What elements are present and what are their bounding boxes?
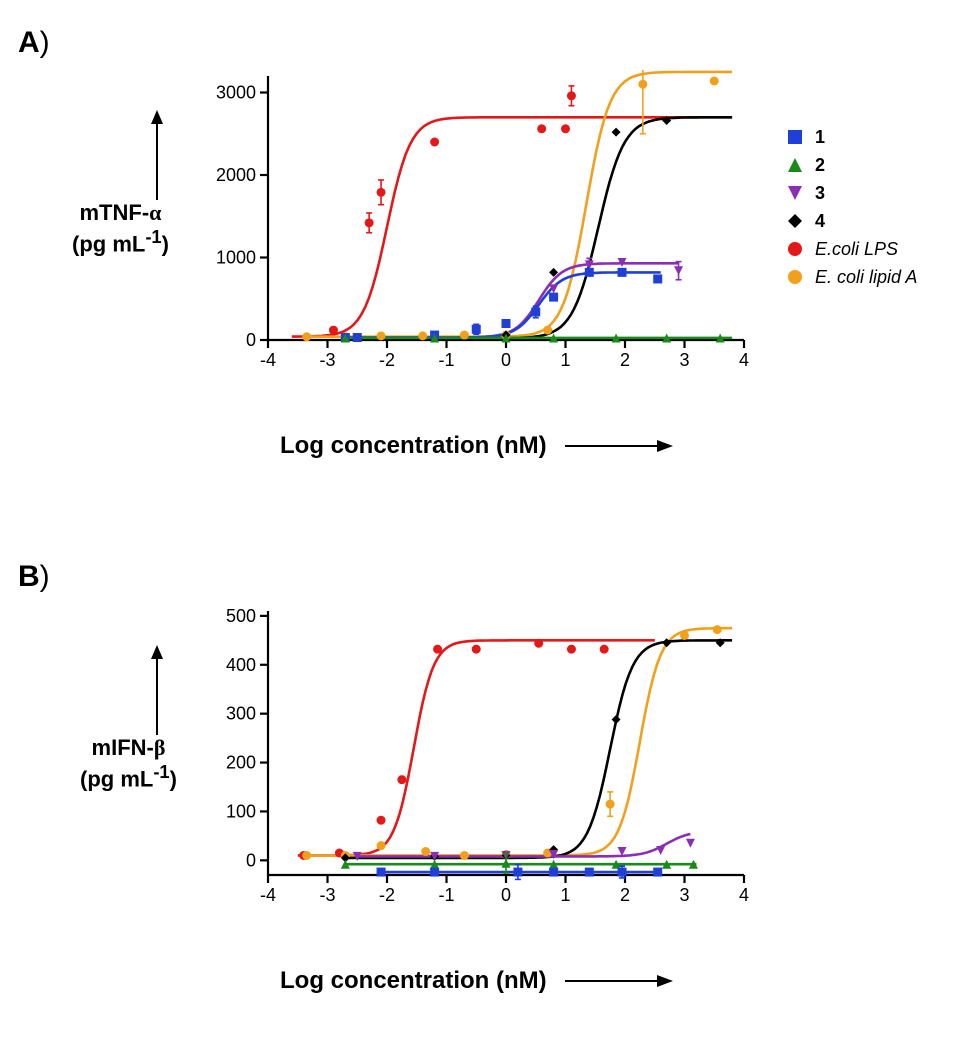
svg-text:-1: -1 <box>438 885 454 905</box>
legend-row-1: 2 <box>785 154 917 176</box>
svg-text:1000: 1000 <box>216 248 256 268</box>
svg-text:0: 0 <box>501 350 511 370</box>
svg-text:-2: -2 <box>379 350 395 370</box>
figure-page: { "figure_width": 976, "figure_height": … <box>0 0 976 1050</box>
legend-marker-1 <box>785 156 805 174</box>
xlabel-B: Log concentration (nM) <box>280 967 673 995</box>
ylabel-arrow-A <box>148 110 166 205</box>
legend-marker-4 <box>785 240 805 258</box>
ylabel-A: mTNF-α(pg mL-1) <box>72 200 169 258</box>
svg-text:2000: 2000 <box>216 165 256 185</box>
legend-row-2: 3 <box>785 182 917 204</box>
svg-text:400: 400 <box>226 655 256 675</box>
legend-label-5: E. coli lipid A <box>815 267 917 288</box>
legend-marker-2 <box>785 184 805 202</box>
svg-text:3000: 3000 <box>216 83 256 103</box>
ylabel-B: mIFN-β(pg mL-1) <box>80 735 177 793</box>
legend-row-3: 4 <box>785 210 917 232</box>
legend-marker-0 <box>785 128 805 146</box>
svg-text:0: 0 <box>501 885 511 905</box>
svg-text:-4: -4 <box>260 885 276 905</box>
panel-label-A: A) <box>18 26 50 60</box>
svg-text:2: 2 <box>620 350 630 370</box>
svg-text:0: 0 <box>246 330 256 350</box>
svg-text:-2: -2 <box>379 885 395 905</box>
panel-label-B: B) <box>18 560 50 594</box>
legend-label-3: 4 <box>815 211 825 232</box>
svg-text:3: 3 <box>679 885 689 905</box>
ylabel-arrow-B <box>148 645 166 740</box>
svg-text:-3: -3 <box>319 885 335 905</box>
svg-text:2: 2 <box>620 885 630 905</box>
legend-row-0: 1 <box>785 126 917 148</box>
chart-B: -4 -3 -2 -1 0 1 2 3 4 0 100 200 300 400 500 <box>210 605 750 915</box>
xlabel-A: Log concentration (nM) <box>280 432 673 460</box>
svg-text:500: 500 <box>226 606 256 626</box>
svg-text:-3: -3 <box>319 350 335 370</box>
svg-text:4: 4 <box>739 885 749 905</box>
legend-marker-5 <box>785 268 805 286</box>
legend-label-2: 3 <box>815 183 825 204</box>
legend-row-5: E. coli lipid A <box>785 266 917 288</box>
legend-row-4: E.coli LPS <box>785 238 917 260</box>
legend-marker-3 <box>785 212 805 230</box>
svg-text:-4: -4 <box>260 350 276 370</box>
legend: 1 2 3 4 E.coli LPS E. coli lip <box>785 120 917 294</box>
svg-text:200: 200 <box>226 753 256 773</box>
chart-A: -4 -3 -2 -1 0 1 2 3 4 0 1000 2000 3000 <box>210 70 750 380</box>
legend-label-4: E.coli LPS <box>815 239 898 260</box>
svg-text:0: 0 <box>246 850 256 870</box>
svg-text:3: 3 <box>679 350 689 370</box>
svg-text:4: 4 <box>739 350 749 370</box>
xlabel-arrow-icon <box>563 972 673 990</box>
svg-text:-1: -1 <box>438 350 454 370</box>
svg-text:100: 100 <box>226 801 256 821</box>
svg-text:1: 1 <box>560 885 570 905</box>
legend-label-0: 1 <box>815 127 825 148</box>
svg-text:300: 300 <box>226 704 256 724</box>
xlabel-arrow-icon <box>563 437 673 455</box>
svg-text:1: 1 <box>560 350 570 370</box>
legend-label-1: 2 <box>815 155 825 176</box>
